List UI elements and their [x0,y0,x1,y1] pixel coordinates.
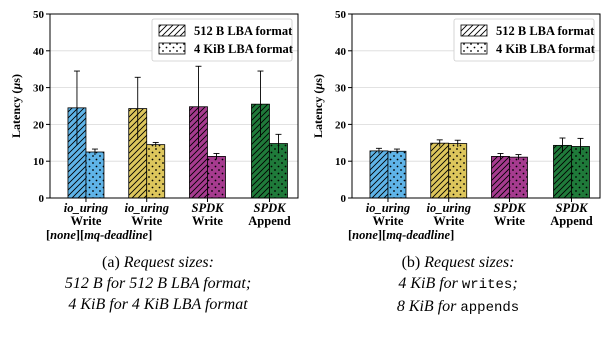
y-tick-label: 40 [33,46,45,58]
bar-pattern-hatch [369,150,389,199]
bar-pattern-dots [207,156,226,199]
legend-entry-label: 512 B LBA format [194,24,293,38]
plot-frame [49,13,299,199]
caption-b-line2a: 4 KiB for [398,275,462,292]
y-tick-label: 50 [335,9,347,21]
scheduler-note: [none][mq-deadline] [348,228,454,242]
caption-a-line1: Request sizes: [123,254,214,271]
x-tick-label-line2: Write [494,214,525,228]
bar-pattern-dots [146,144,166,199]
x-tick-label-line2: Write [372,214,403,228]
bar-pattern-hatch [491,156,510,199]
y-tick-label: 20 [33,119,45,131]
legend-entry-label: 4 KiB LBA format [194,42,294,56]
legend-swatch-pattern [460,24,488,37]
caption-a-prefix: (a) [102,254,120,271]
bar-pattern-hatch [553,144,572,199]
caption-b-line3a: 8 KiB for [396,298,461,315]
caption-b-appends: appends [460,300,520,316]
caption-a: (a) Request sizes: 512 B for 512 B LBA f… [8,252,308,315]
bar-pattern-dots [85,151,105,199]
caption-b-writes: writes [461,277,513,293]
x-tick-label-line2: Write [70,214,101,228]
y-tick-label: 0 [341,193,347,205]
bar-pattern-dots [509,156,528,199]
y-tick-label: 40 [335,46,347,58]
legend-swatch-pattern [158,24,186,37]
caption-b-prefix: (b) [401,254,421,271]
legend-box [453,18,595,62]
bar-pattern-dots [448,143,468,199]
x-tick-label-line2: Write [433,214,464,228]
x-tick-label-line2: Append [550,214,592,228]
x-tick-label-line2: Write [131,214,162,228]
caption-a-line2: 512 B for 512 B LBA format; [64,275,252,292]
caption-a-line3: 4 KiB for 4 KiB LBA format [68,296,248,313]
bar-pattern-dots [387,150,407,199]
caption-b-line1: Request sizes: [424,254,515,271]
y-tick-label: 10 [33,156,45,168]
legend-box [151,18,293,62]
legend-swatch-pattern [460,42,488,55]
caption-b: (b) Request sizes: 4 KiB for writes; 8 K… [308,252,608,319]
y-tick-label: 10 [335,156,347,168]
y-axis-label: Latency (µs) [311,74,325,138]
y-tick-label: 50 [33,9,45,21]
x-tick-label-line1: io_uring [124,201,168,215]
scheduler-note: [none][mq-deadline] [46,228,152,242]
x-tick-label-line1: io_uring [426,201,470,215]
y-tick-label: 30 [335,83,347,95]
legend-entry-label: 512 B LBA format [496,24,595,38]
x-tick-label-line2: Append [248,214,290,228]
legend-entry-label: 4 KiB LBA format [496,42,596,56]
plot-frame [351,13,601,199]
legend-swatch-pattern [158,42,186,55]
y-axis-label: Latency (µs) [9,74,23,138]
y-tick-label: 20 [335,119,347,131]
x-tick-label-line2: Write [192,214,223,228]
x-tick-label-line1: SPDK [192,201,226,215]
x-tick-label-line1: io_uring [64,201,108,215]
x-tick-label-line1: SPDK [556,201,590,215]
x-tick-label-line1: SPDK [254,201,288,215]
x-tick-label-line1: SPDK [494,201,528,215]
bar-pattern-hatch [430,142,450,199]
caption-b-line2c: ; [512,275,518,292]
x-tick-label-line1: io_uring [366,201,410,215]
y-tick-label: 0 [39,193,45,205]
y-tick-label: 30 [33,83,45,95]
